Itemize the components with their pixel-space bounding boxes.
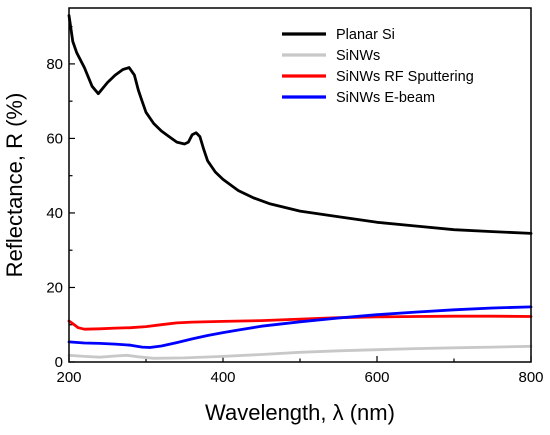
legend-label: SiNWs E-beam	[336, 90, 435, 106]
series-lines	[67, 14, 533, 360]
y-tick-label: 20	[46, 279, 63, 296]
x-tick-label: 600	[364, 369, 389, 386]
y-tick-label: 60	[46, 130, 63, 147]
x-axis-title: Wavelength, λ (nm)	[205, 400, 395, 425]
y-tick-label: 0	[55, 354, 63, 371]
y-tick-label: 80	[46, 56, 63, 73]
legend-label: SiNWs RF Sputtering	[336, 69, 474, 85]
series-line	[67, 314, 533, 331]
plot-frame	[68, 7, 532, 363]
y-tick-label: 40	[46, 205, 63, 222]
legend-label: Planar Si	[336, 27, 395, 43]
y-axis-title: Reflectance, R (%)	[2, 93, 27, 278]
legend-label: SiNWs	[336, 48, 380, 64]
x-tick-label: 200	[56, 369, 81, 386]
series-line	[67, 344, 533, 360]
x-tick-label: 400	[210, 369, 235, 386]
x-tick-label: 800	[518, 369, 543, 386]
legend: Planar Si SiNWs SiNWs RF Sputtering SiNWs E…	[282, 27, 474, 106]
series-line	[67, 14, 533, 235]
series-line	[67, 305, 533, 349]
